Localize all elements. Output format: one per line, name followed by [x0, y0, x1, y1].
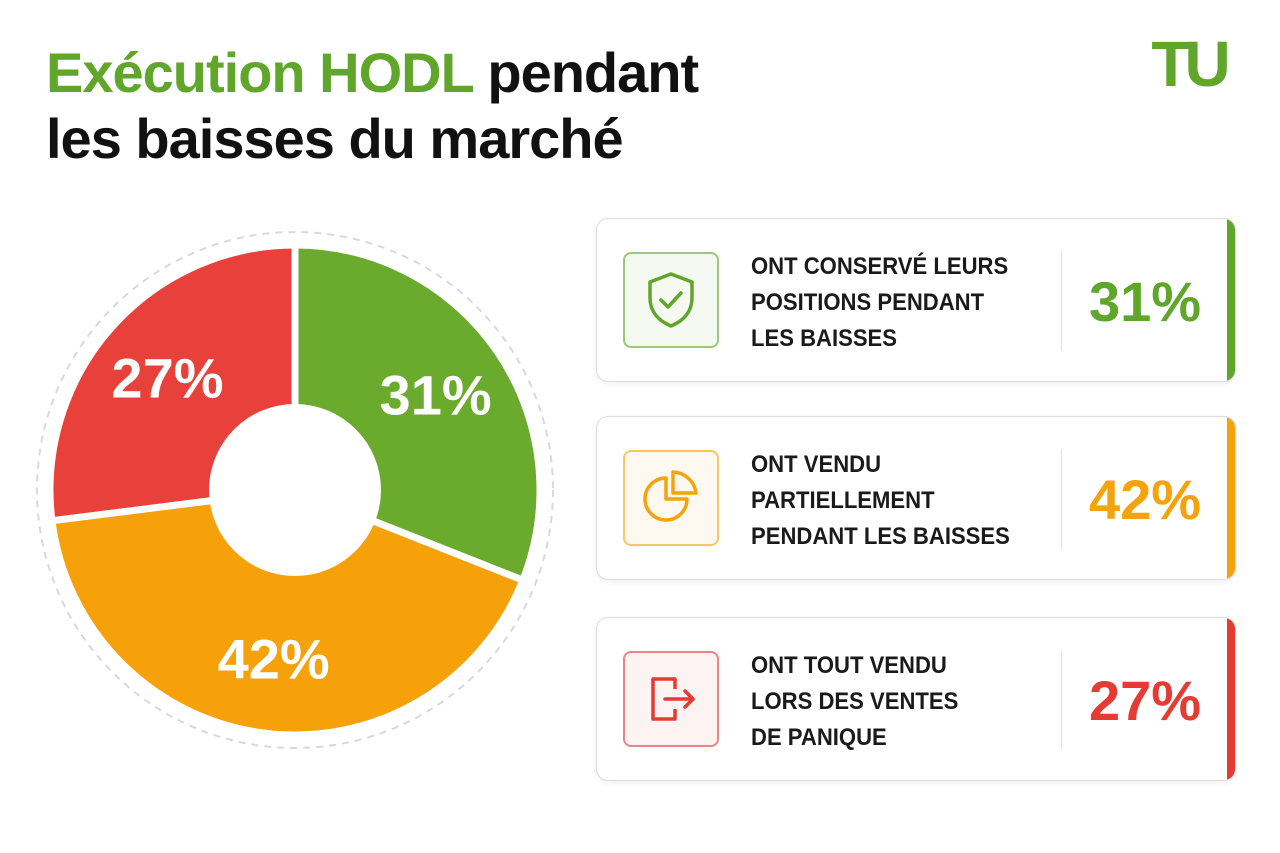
card-label-line-3: LES BAISSES — [751, 325, 898, 352]
donut-chart: 31% 42% 27% — [36, 231, 554, 749]
shield-check-icon — [623, 252, 719, 348]
card-label-line-2: PARTIELLEMENT — [751, 487, 935, 514]
title-rest: pendant — [472, 41, 699, 104]
card-accent-bar — [1227, 417, 1235, 579]
page-title: Exécution HODL pendant les baisses du ma… — [46, 40, 699, 172]
card-label-line-1: ONT VENDU — [751, 451, 882, 478]
card-accent-bar — [1227, 219, 1235, 381]
card-label-line-2: POSITIONS PENDANT — [751, 289, 985, 316]
logo: TU — [1151, 36, 1233, 92]
card-label-line-2: LORS DES VENTES — [751, 688, 959, 715]
title-line-1: Exécution HODL pendant — [46, 40, 699, 106]
card-divider — [1061, 449, 1062, 549]
logo-text: TU — [1151, 36, 1227, 92]
slice-label-1: 31% — [380, 363, 492, 426]
card-accent-bar — [1227, 618, 1235, 780]
stat-card-2: ONT VENDU PARTIELLEMENT PENDANT LES BAISSE… — [596, 416, 1236, 580]
card-divider — [1061, 650, 1062, 750]
donut-slice-2 — [48, 486, 527, 739]
card-label-line-1: ONT TOUT VENDU — [751, 652, 947, 679]
stat-card-1: ONT CONSERVÉ LEURS POSITIONS PENDANT LES B… — [596, 218, 1236, 382]
card-label-line-3: DE PANIQUE — [751, 724, 887, 751]
donut-hole — [209, 404, 381, 576]
title-line-2: les baisses du marché — [46, 107, 624, 170]
card-label-line-3: PENDANT LES BAISSES — [751, 523, 1010, 550]
card-value: 27% — [1088, 668, 1202, 732]
chart-outline — [36, 231, 554, 749]
exit-icon — [623, 651, 719, 747]
card-value: 31% — [1088, 269, 1202, 333]
card-value: 42% — [1088, 467, 1202, 531]
card-label: ONT CONSERVÉ LEURS POSITIONS PENDANT LES B… — [751, 249, 1018, 357]
stat-card-3: ONT TOUT VENDU LORS DES VENTES DE PANIQUE 2… — [596, 617, 1236, 781]
slice-label-3: 27% — [111, 347, 223, 410]
title-accent: Exécution HODL — [46, 41, 474, 104]
card-divider — [1061, 251, 1062, 351]
card-label: ONT TOUT VENDU LORS DES VENTES DE PANIQUE — [751, 648, 1018, 756]
slice-label-2: 42% — [218, 628, 330, 691]
card-label: ONT VENDU PARTIELLEMENT PENDANT LES BAISSE… — [751, 447, 1018, 555]
pie-chart-icon — [623, 450, 719, 546]
card-label-line-1: ONT CONSERVÉ LEURS — [751, 253, 1009, 280]
